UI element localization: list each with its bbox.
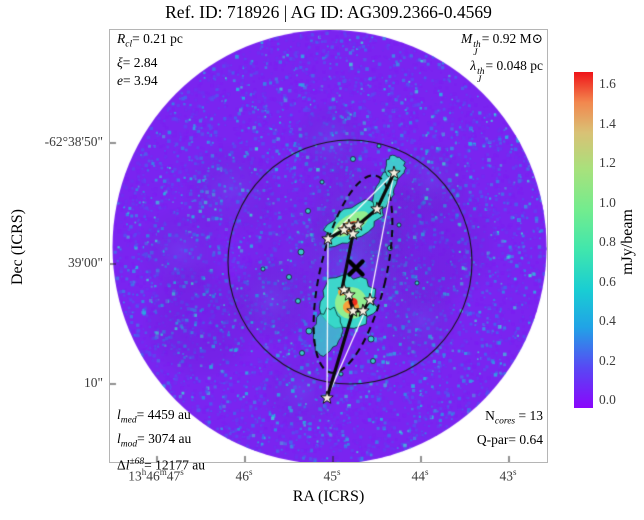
colorbar-tick-label: 1.2	[599, 155, 616, 170]
stats-top-left: Rcl= 0.21 pc ξ= 2.84 e= 3.94	[117, 30, 183, 90]
stat-line: e= 3.94	[117, 72, 158, 88]
colorbar	[574, 72, 593, 408]
y-tick-label: 39'00"	[68, 255, 103, 270]
colorbar-tick-label: 0.0	[599, 392, 616, 407]
x-tick-label: 46s	[235, 467, 253, 484]
stat-line: Q-par= 0.64	[476, 431, 543, 447]
stats-bottom-right: Ncores = 13 Q-par= 0.64	[477, 407, 543, 449]
colorbar-tick-label: 1.4	[599, 115, 616, 131]
stat-line: ξ= 2.84	[117, 54, 158, 70]
y-tick-label: -62°38'50"	[44, 134, 103, 149]
colorbar-label: mJy/beam	[619, 209, 636, 275]
sky-image-canvas	[110, 30, 547, 462]
stats-bottom-left: lmed= 4459 au lmod= 3074 au Δl±68= 12177 a…	[117, 406, 205, 475]
x-tick-label: 13h46m47s	[128, 467, 184, 484]
plot-area	[109, 29, 548, 463]
stat-line: Δl±68= 12177 au	[117, 457, 206, 473]
stat-line: lmod= 3074 au	[117, 430, 192, 450]
y-tick-label: 10"	[83, 375, 103, 390]
colorbar-tick-label: 1.6	[599, 76, 616, 91]
stat-line: Rcl= 0.21 pc	[117, 31, 183, 50]
x-tick-label: 43s	[499, 467, 517, 484]
stat-line: lmed= 4459 au	[117, 407, 191, 426]
colorbar-tick-label: 0.4	[599, 313, 616, 328]
colorbar-tick-label: 1.0	[599, 194, 616, 210]
x-tick-label: 44s	[411, 467, 429, 484]
x-axis-label: RA (ICRS)	[292, 488, 365, 505]
colorbar-tick-label: 0.2	[599, 352, 616, 368]
x-tick-label: 45s	[323, 467, 341, 484]
colorbar-tick-label: 0.6	[599, 273, 616, 289]
stat-line: Ncores = 13	[485, 408, 543, 427]
figure-title: Ref. ID: 718926 | AG ID: AG309.2366-0.45…	[165, 2, 492, 22]
stat-line: λ th J = 0.048 pc	[470, 58, 543, 85]
colorbar-tick-label: 0.8	[599, 234, 616, 249]
y-axis-label: Dec (ICRS)	[9, 209, 26, 285]
